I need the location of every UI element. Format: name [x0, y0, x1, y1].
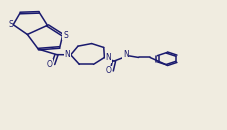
Text: N: N	[122, 50, 128, 59]
Text: S: S	[63, 31, 67, 40]
Text: N: N	[105, 53, 111, 62]
Text: N: N	[64, 50, 70, 59]
Text: H: H	[123, 49, 127, 54]
Text: O: O	[105, 66, 111, 75]
Text: O: O	[46, 60, 52, 69]
Text: S: S	[8, 20, 13, 29]
